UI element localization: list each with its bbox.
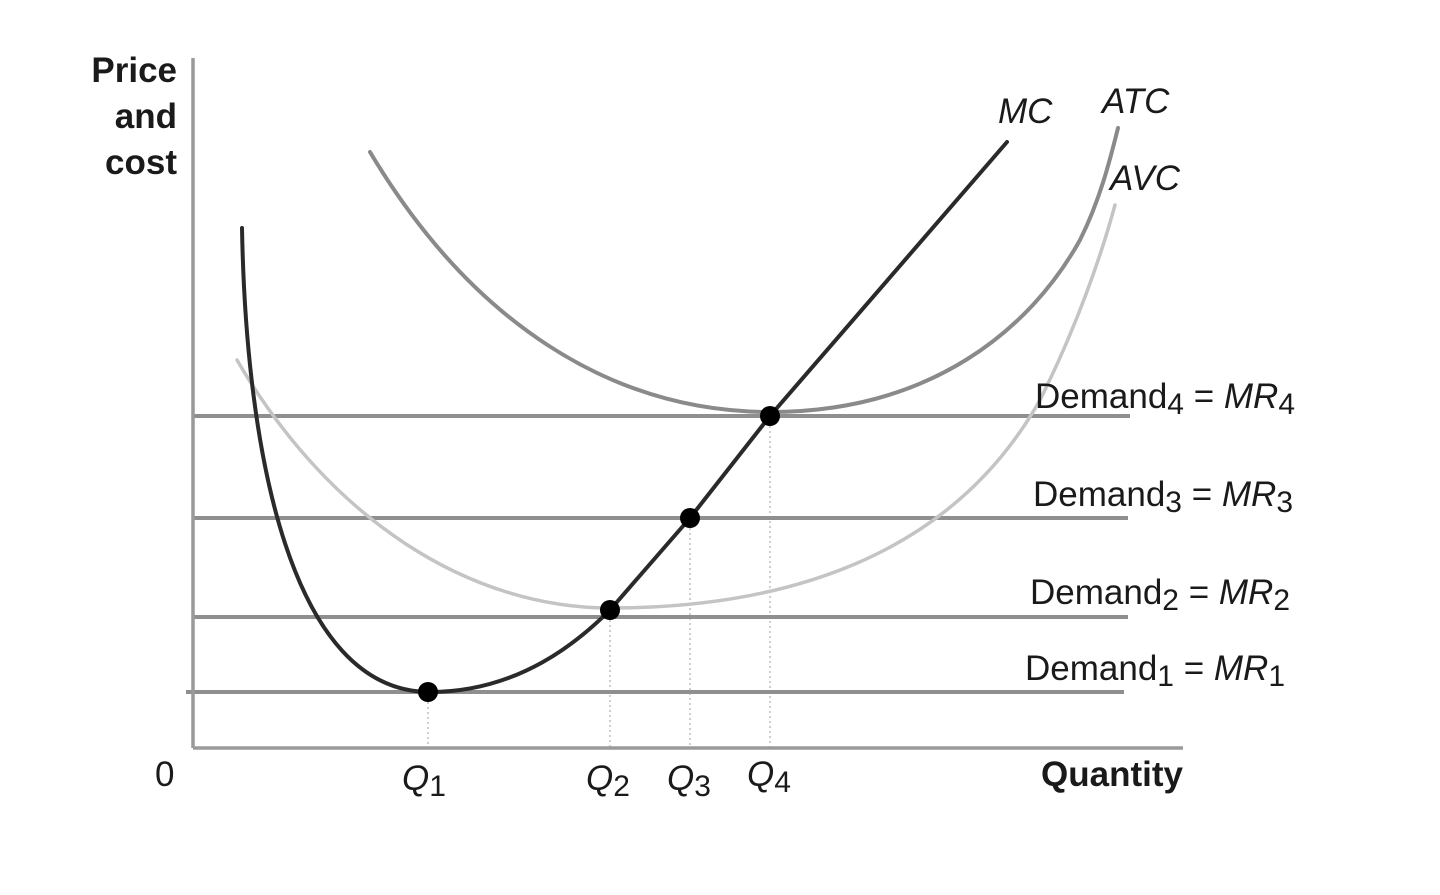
y-axis-label-line3: cost: [105, 143, 177, 182]
demand1-label: Demand1 = MR1: [1025, 649, 1285, 693]
svg-text:Demand1 = MR1: Demand1 = MR1: [1025, 649, 1285, 693]
atc-label: ATC: [1100, 82, 1170, 121]
point-q2: [600, 600, 620, 620]
y-axis-label-line2: and: [115, 97, 177, 136]
point-q4: [760, 406, 780, 426]
y-axis-label-line1: Price: [91, 51, 177, 90]
q4-label: Q4: [747, 755, 791, 799]
q2-label: Q2: [586, 759, 630, 803]
demand3-label: Demand3 = MR3: [1033, 475, 1293, 519]
origin-label: 0: [155, 755, 174, 794]
avc-curve: [235, 203, 1117, 610]
atc-curve: [368, 126, 1120, 415]
q3-label: Q3: [667, 759, 711, 803]
svg-text:Demand2 = MR2: Demand2 = MR2: [1030, 573, 1290, 617]
demand4-label: Demand4 = MR4: [1035, 377, 1295, 421]
q1-label: Q1: [402, 759, 446, 803]
svg-text:Demand3 = MR3: Demand3 = MR3: [1033, 475, 1293, 519]
point-q1: [418, 682, 438, 702]
demand2-label: Demand2 = MR2: [1030, 573, 1290, 617]
x-axis-label: Quantity: [1041, 755, 1183, 794]
svg-text:Demand4 = MR4: Demand4 = MR4: [1035, 377, 1295, 421]
point-q3: [680, 508, 700, 528]
mc-curve: [240, 140, 1009, 695]
mc-label: MC: [998, 92, 1053, 131]
avc-label: AVC: [1108, 159, 1181, 198]
